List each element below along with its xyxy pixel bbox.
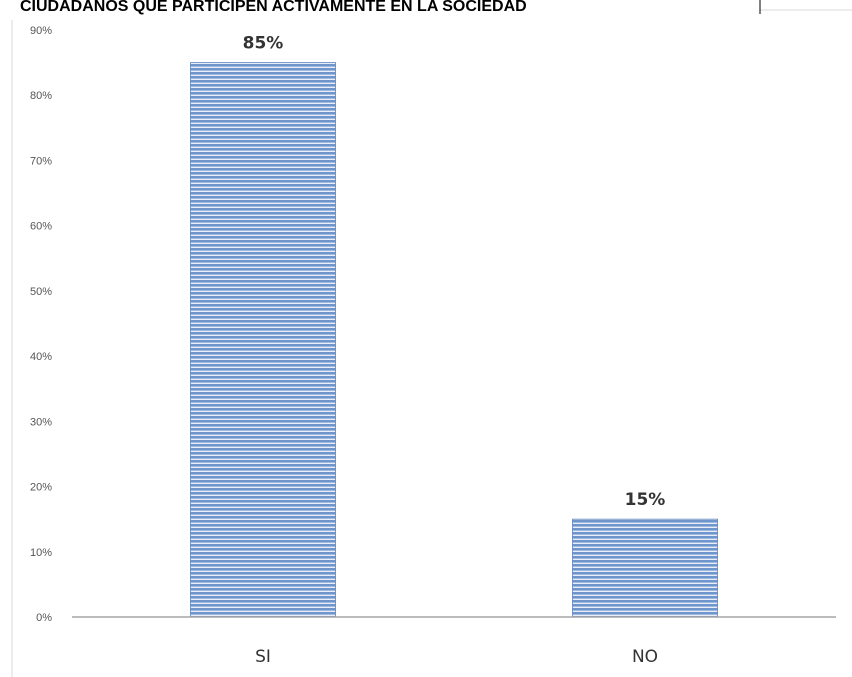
y-tick-label: 50% (30, 286, 52, 298)
bar-si (190, 62, 336, 618)
data-label: 15% (625, 490, 666, 510)
y-tick-label: 90% (30, 25, 52, 37)
y-tick-label: 20% (30, 482, 52, 494)
bars: 85% 15% (190, 34, 718, 618)
x-tick-label: NO (632, 647, 658, 667)
data-label: 85% (243, 34, 284, 54)
bar-no (572, 518, 718, 618)
x-tick-label: SI (255, 647, 271, 667)
y-tick-label: 10% (30, 547, 52, 559)
y-axis: 0% 10% 20% 30% 40% 50% 60% 70% 80% 90% (30, 25, 52, 624)
x-axis: SI NO (255, 647, 658, 667)
y-tick-label: 30% (30, 416, 52, 428)
y-tick-label: 40% (30, 351, 52, 363)
chart-title: CIUDADANOS QUE PARTICIPEN ACTIVAMENTE EN… (20, 0, 527, 15)
y-tick-label: 60% (30, 221, 52, 233)
y-tick-label: 70% (30, 155, 52, 167)
y-tick-label: 0% (36, 612, 52, 624)
y-tick-label: 80% (30, 90, 52, 102)
